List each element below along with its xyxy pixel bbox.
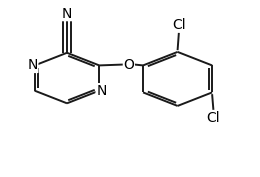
- Text: O: O: [124, 58, 134, 72]
- Text: N: N: [28, 58, 38, 72]
- Text: Cl: Cl: [207, 111, 220, 125]
- Text: N: N: [96, 84, 107, 98]
- Text: Cl: Cl: [172, 18, 186, 32]
- Text: N: N: [62, 7, 72, 21]
